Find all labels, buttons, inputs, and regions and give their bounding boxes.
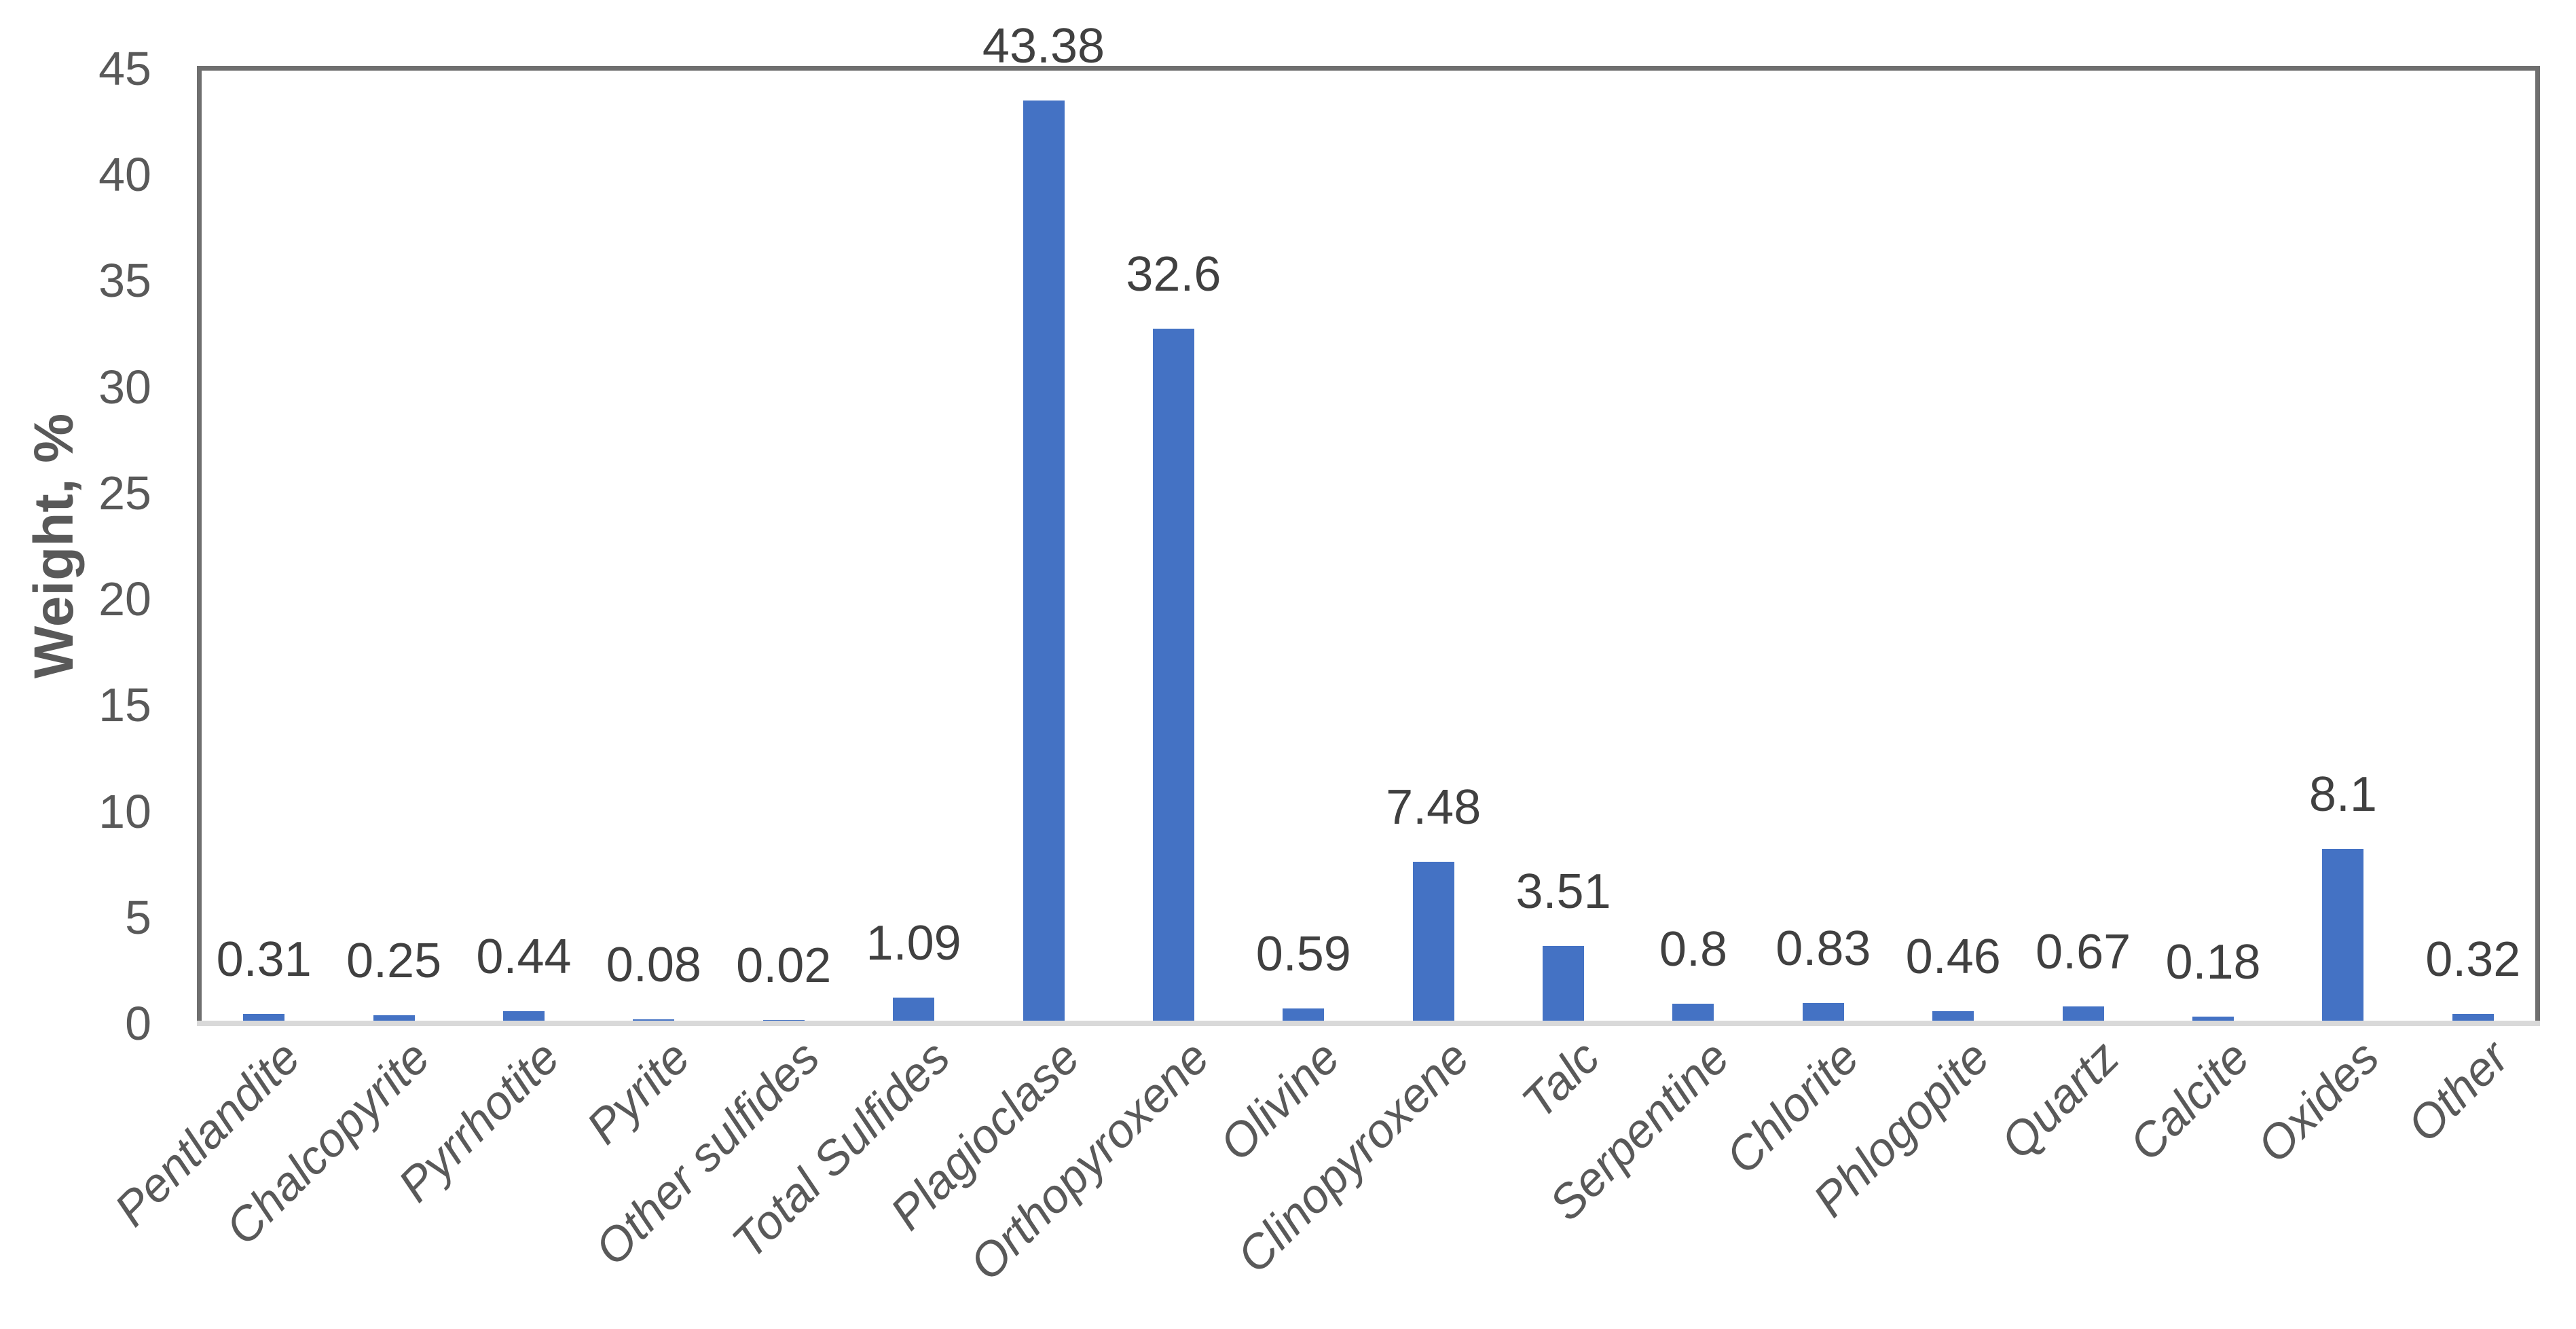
bar bbox=[1023, 101, 1065, 1021]
plot-border-right bbox=[2535, 66, 2540, 1026]
bar-value-label: 0.59 bbox=[1255, 927, 1351, 981]
bar-value-label: 0.02 bbox=[736, 939, 832, 993]
bar bbox=[633, 1019, 675, 1021]
bar bbox=[893, 998, 935, 1021]
y-tick-label: 45 bbox=[98, 42, 151, 95]
plot-border-left bbox=[197, 66, 202, 1026]
bar bbox=[2062, 1006, 2104, 1021]
bar-value-label: 0.08 bbox=[606, 938, 701, 992]
bar-value-label: 0.25 bbox=[346, 934, 442, 988]
y-tick-label: 0 bbox=[125, 997, 151, 1050]
x-axis-line bbox=[197, 1021, 2540, 1026]
bar-value-label: 1.09 bbox=[866, 916, 961, 970]
bar bbox=[1932, 1011, 1974, 1021]
y-tick-label: 10 bbox=[98, 784, 151, 838]
bar bbox=[762, 1020, 805, 1021]
bar-value-label: 0.32 bbox=[2425, 932, 2521, 987]
y-tick-label: 25 bbox=[98, 466, 151, 520]
bar-value-label: 8.1 bbox=[2308, 767, 2377, 822]
y-tick-label: 40 bbox=[98, 148, 151, 202]
y-tick-label: 20 bbox=[98, 572, 151, 626]
bar bbox=[2452, 1014, 2494, 1021]
bar bbox=[373, 1015, 415, 1021]
bar bbox=[2192, 1017, 2234, 1021]
y-tick-label: 5 bbox=[125, 890, 151, 944]
bar bbox=[2322, 849, 2364, 1021]
plot-border-top bbox=[197, 66, 2540, 71]
bar-value-label: 0.8 bbox=[1659, 922, 1728, 977]
y-tick-label: 15 bbox=[98, 678, 151, 732]
bar bbox=[502, 1011, 545, 1021]
bar bbox=[1283, 1008, 1325, 1021]
bar-value-label: 7.48 bbox=[1386, 780, 1482, 835]
bar bbox=[1543, 946, 1585, 1021]
bar-value-label: 0.46 bbox=[1905, 930, 2001, 984]
bar-value-label: 0.44 bbox=[476, 930, 572, 984]
y-tick-label: 35 bbox=[98, 254, 151, 308]
bar bbox=[1672, 1004, 1714, 1021]
bar-value-label: 32.6 bbox=[1126, 247, 1221, 302]
bar bbox=[243, 1014, 285, 1021]
bar bbox=[1412, 862, 1454, 1021]
bar-value-label: 0.31 bbox=[216, 932, 312, 987]
y-tick-label: 30 bbox=[98, 360, 151, 414]
bar-value-label: 3.51 bbox=[1515, 864, 1611, 919]
bar-value-label: 0.67 bbox=[2036, 925, 2131, 979]
bar bbox=[1802, 1003, 1844, 1021]
bar bbox=[1152, 329, 1194, 1021]
bar-value-label: 0.18 bbox=[2165, 935, 2261, 989]
bar-value-label: 43.38 bbox=[982, 19, 1105, 73]
bar-value-label: 0.83 bbox=[1775, 922, 1871, 976]
